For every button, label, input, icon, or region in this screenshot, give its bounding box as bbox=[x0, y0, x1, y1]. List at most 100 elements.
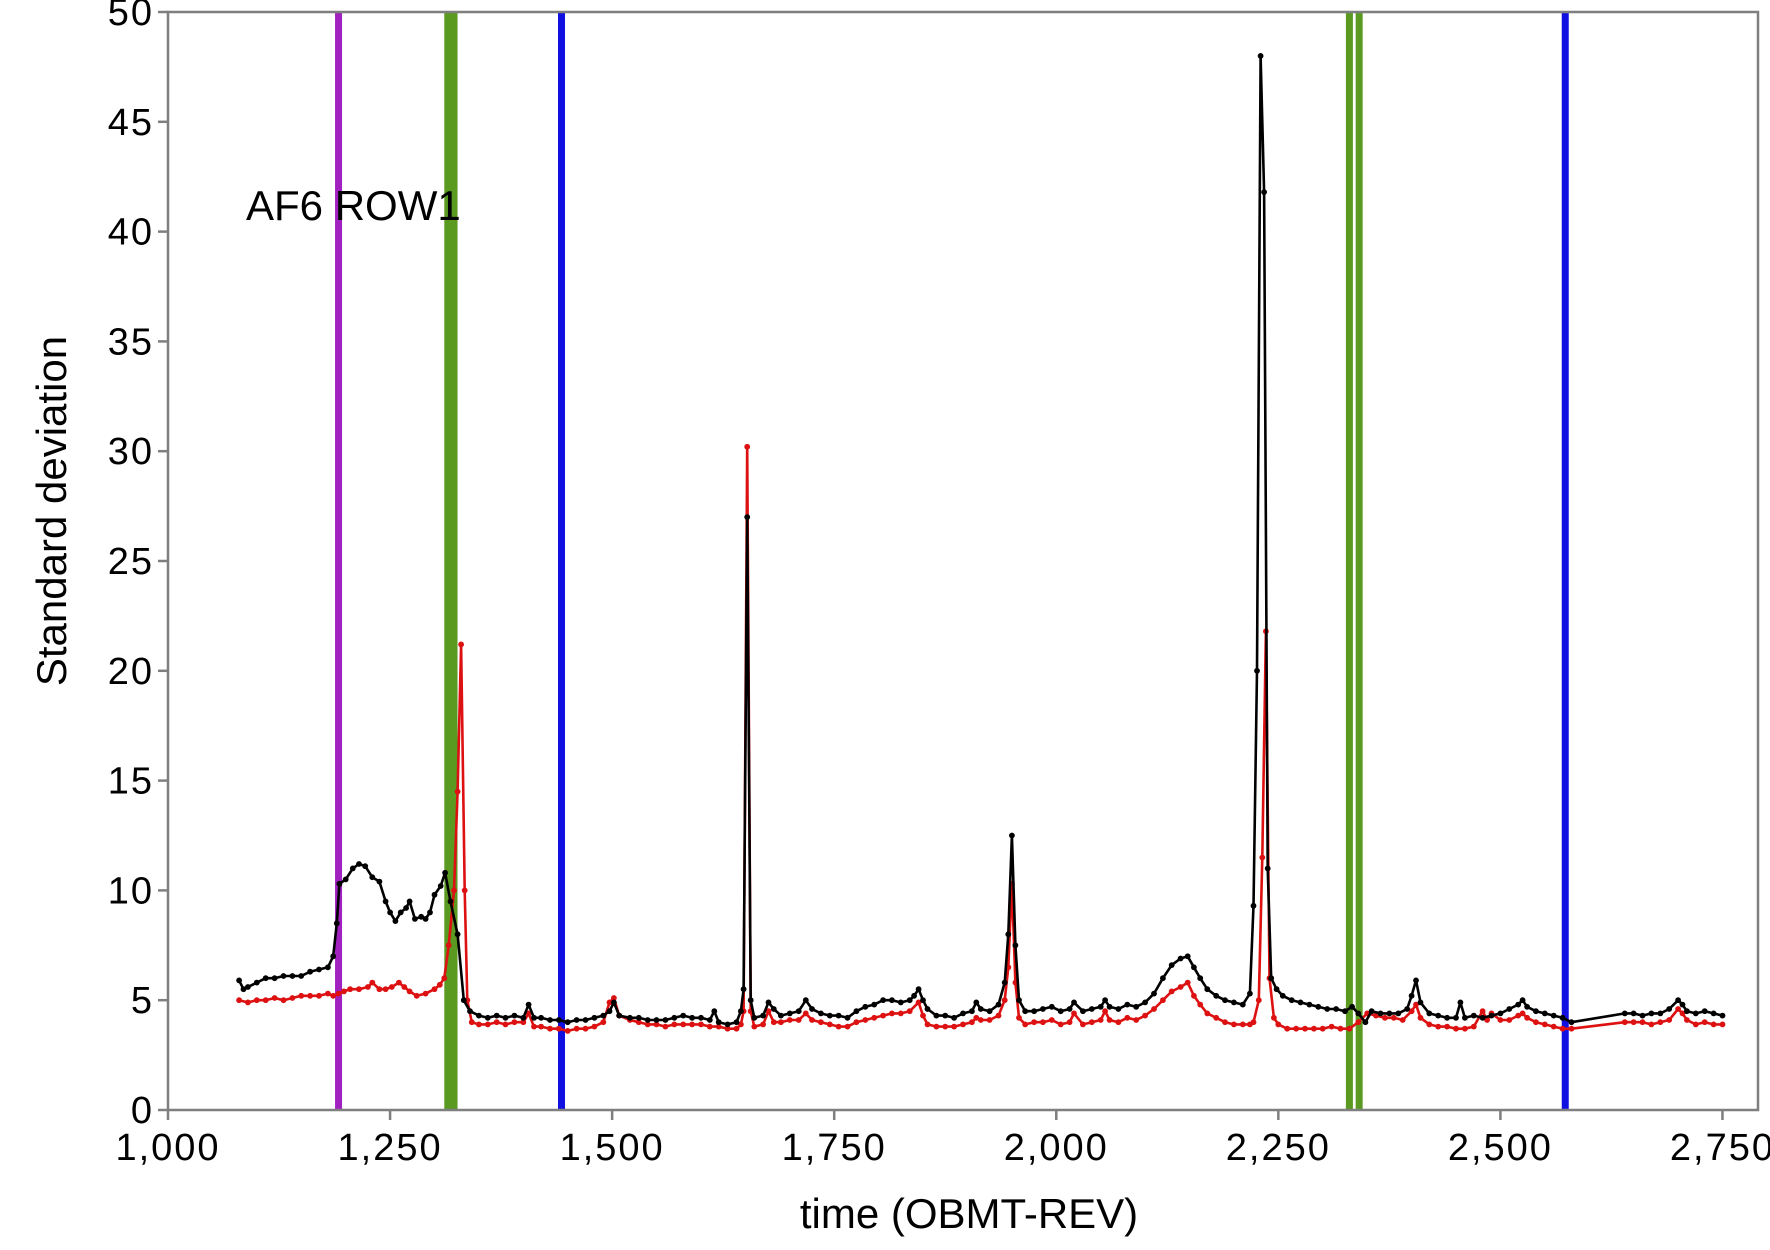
data-point bbox=[236, 977, 243, 984]
data-point bbox=[1408, 1008, 1415, 1015]
data-point bbox=[942, 1012, 949, 1019]
data-point bbox=[431, 891, 438, 898]
data-point bbox=[1675, 1006, 1681, 1012]
y-tick-label: 0 bbox=[131, 1090, 154, 1132]
data-point bbox=[606, 1008, 613, 1015]
data-point bbox=[369, 979, 376, 986]
data-point bbox=[531, 1014, 537, 1021]
data-point bbox=[422, 990, 429, 997]
y-tick-label: 25 bbox=[108, 541, 154, 583]
data-point bbox=[853, 1019, 860, 1026]
data-point bbox=[1701, 1019, 1708, 1026]
data-point bbox=[627, 1014, 633, 1021]
data-point bbox=[1484, 1017, 1490, 1023]
data-point bbox=[1444, 1014, 1450, 1021]
data-point bbox=[1142, 1012, 1148, 1019]
data-point bbox=[1506, 1017, 1513, 1023]
data-point bbox=[616, 1012, 623, 1019]
data-point bbox=[795, 1017, 802, 1023]
data-point bbox=[401, 984, 408, 990]
data-point bbox=[862, 1017, 869, 1023]
data-point bbox=[1541, 1021, 1548, 1028]
x-tick-label: 2,000 bbox=[1004, 1127, 1109, 1169]
data-point bbox=[1470, 1023, 1477, 1030]
data-point bbox=[671, 1014, 678, 1021]
data-point bbox=[1191, 992, 1197, 999]
data-point bbox=[1151, 990, 1157, 997]
data-point bbox=[1177, 955, 1184, 962]
data-point bbox=[662, 1017, 669, 1023]
data-point bbox=[809, 1017, 815, 1023]
data-point bbox=[538, 1023, 544, 1030]
data-point bbox=[969, 1019, 975, 1026]
data-point bbox=[1040, 1019, 1046, 1026]
data-point bbox=[671, 1021, 678, 1028]
data-point bbox=[844, 1014, 851, 1021]
data-point bbox=[547, 1017, 553, 1023]
data-point bbox=[476, 1012, 482, 1019]
data-point bbox=[986, 1017, 993, 1023]
data-point bbox=[1106, 1003, 1113, 1010]
data-point bbox=[1559, 1014, 1566, 1021]
data-point bbox=[316, 966, 322, 973]
data-point bbox=[468, 1019, 475, 1026]
data-point bbox=[396, 979, 402, 986]
data-point bbox=[835, 1012, 842, 1019]
data-point bbox=[960, 1021, 966, 1028]
data-point bbox=[458, 641, 464, 648]
data-point bbox=[1293, 1025, 1299, 1032]
data-point bbox=[689, 1014, 695, 1021]
data-point bbox=[1413, 977, 1419, 984]
data-point bbox=[555, 1017, 562, 1023]
data-point bbox=[1679, 1010, 1686, 1017]
data-point bbox=[1515, 1012, 1522, 1019]
data-point bbox=[280, 973, 287, 979]
data-point bbox=[977, 1006, 984, 1012]
data-point bbox=[525, 1010, 532, 1017]
data-point bbox=[1648, 1021, 1655, 1028]
data-point bbox=[280, 997, 287, 1004]
data-point bbox=[760, 1021, 766, 1028]
data-point bbox=[1515, 1001, 1522, 1008]
y-tick-label: 40 bbox=[108, 212, 154, 254]
data-point bbox=[889, 1010, 895, 1017]
data-point bbox=[1462, 1025, 1468, 1032]
data-point bbox=[973, 999, 980, 1006]
data-point bbox=[986, 1008, 993, 1015]
data-point bbox=[1519, 1010, 1526, 1017]
data-point bbox=[333, 920, 340, 927]
data-point bbox=[653, 1017, 660, 1023]
data-point bbox=[744, 514, 751, 520]
data-point bbox=[1666, 1006, 1673, 1012]
data-point bbox=[1048, 1003, 1055, 1010]
data-point bbox=[751, 1023, 758, 1030]
data-point bbox=[1453, 1014, 1459, 1021]
data-point bbox=[1213, 1014, 1220, 1021]
y-tick-label: 10 bbox=[108, 870, 154, 912]
data-point bbox=[1462, 1014, 1468, 1021]
data-point bbox=[733, 1019, 740, 1026]
data-point bbox=[689, 1021, 695, 1028]
data-point bbox=[1071, 999, 1077, 1006]
data-point bbox=[1408, 992, 1415, 999]
data-point bbox=[818, 1019, 824, 1026]
data-point bbox=[1222, 1019, 1228, 1026]
data-point bbox=[376, 986, 383, 993]
data-point bbox=[356, 986, 362, 993]
data-point bbox=[454, 788, 461, 795]
data-point bbox=[511, 1019, 518, 1026]
data-point bbox=[511, 1012, 518, 1019]
data-point bbox=[1426, 1010, 1433, 1017]
y-tick-label: 30 bbox=[108, 431, 154, 473]
data-point bbox=[1435, 1023, 1442, 1030]
data-point bbox=[461, 887, 468, 894]
data-point bbox=[1497, 1017, 1504, 1023]
data-point bbox=[698, 1014, 704, 1021]
data-point bbox=[413, 992, 420, 999]
x-tick-label: 1,750 bbox=[782, 1127, 887, 1169]
data-point bbox=[765, 1008, 772, 1015]
data-point bbox=[706, 1017, 713, 1023]
data-point bbox=[1710, 1010, 1717, 1017]
data-point bbox=[960, 1010, 966, 1017]
data-point bbox=[1133, 1017, 1140, 1023]
